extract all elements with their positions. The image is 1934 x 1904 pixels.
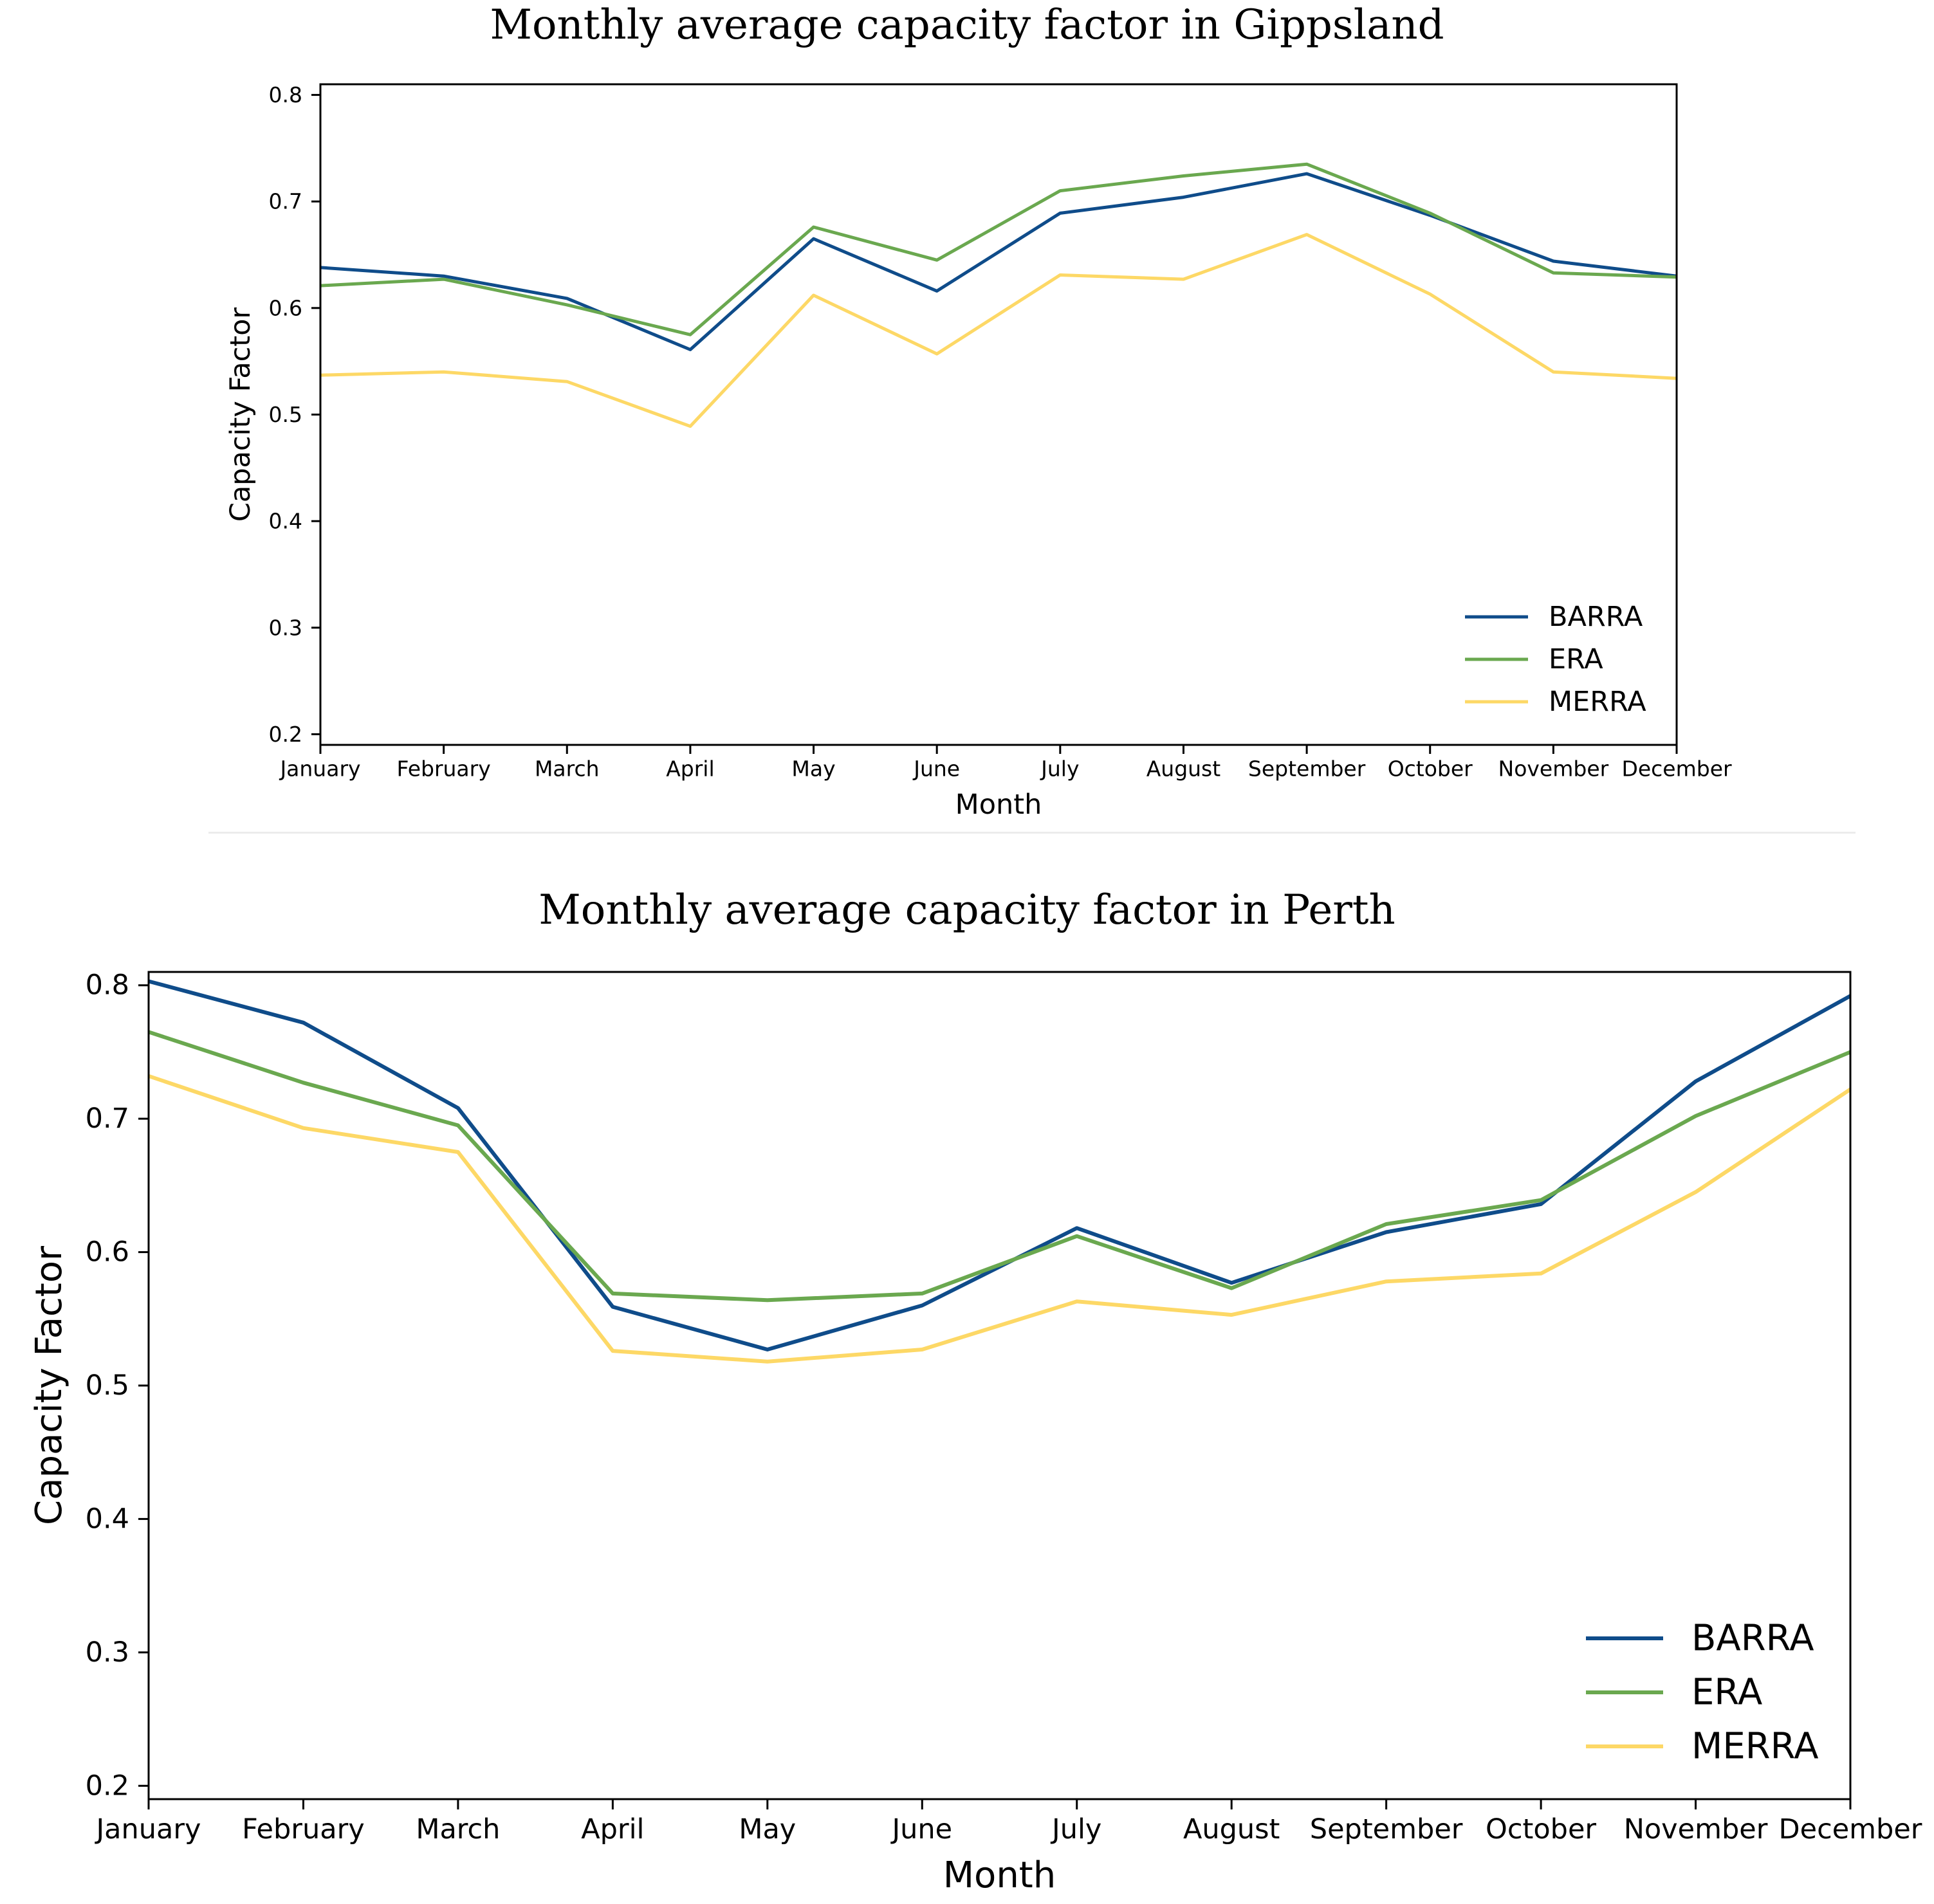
x-tick-label: February: [397, 756, 491, 782]
y-tick-label: 0.3: [86, 1636, 129, 1669]
plot-frame: [147, 971, 1852, 1800]
x-axis-label: Month: [955, 789, 1042, 821]
x-tick-label: December: [1779, 1813, 1922, 1845]
series-line-merra: [148, 1074, 1852, 1364]
x-tick-label: July: [1050, 1813, 1101, 1845]
y-tick-label: 0.4: [269, 509, 302, 534]
y-tick-label: 0.5: [269, 402, 302, 427]
y-tick-label: 0.7: [86, 1103, 129, 1135]
y-tick-label: 0.3: [269, 615, 302, 640]
series-line-era: [148, 1030, 1852, 1303]
x-tick-label: December: [1621, 756, 1732, 782]
y-tick-label: 0.2: [269, 722, 302, 747]
x-tick-label: July: [1040, 756, 1079, 782]
y-tick-label: 0.6: [86, 1236, 129, 1268]
y-tick-label: 0.4: [86, 1503, 129, 1535]
x-tick-label: April: [581, 1813, 644, 1845]
gippsland-chart: 0.2 0.3 0.4 0.5 0.6 0.7 0.8 January February Marc…: [225, 82, 1732, 821]
x-tick-label: March: [416, 1813, 500, 1845]
x-tick-label: April: [666, 756, 714, 782]
legend-label-merra: MERRA: [1549, 686, 1646, 718]
y-tick-label: 0.8: [269, 82, 302, 107]
perth-chart-title: Monthly average capacity factor in Perth: [539, 886, 1395, 934]
x-tick-label: August: [1147, 756, 1221, 782]
x-tick-label: June: [890, 1813, 952, 1845]
x-tick-label: June: [912, 756, 960, 782]
y-axis-label: Capacity Factor: [225, 307, 257, 522]
gippsland-chart-title: Monthly average capacity factor in Gipps…: [490, 1, 1444, 49]
series-line-barra: [148, 979, 1852, 1351]
series-line-era: [320, 162, 1677, 336]
x-tick-label: February: [242, 1813, 365, 1845]
x-tick-label: May: [739, 1813, 796, 1845]
x-tick-label: October: [1486, 1813, 1596, 1845]
x-tick-label: September: [1310, 1813, 1463, 1845]
legend-label-merra: MERRA: [1691, 1726, 1819, 1768]
x-tick-label: October: [1388, 756, 1473, 782]
legend-label-era: ERA: [1691, 1672, 1762, 1714]
x-axis-label: Month: [943, 1854, 1056, 1896]
x-tick-label: March: [535, 756, 600, 782]
series-line-merra: [320, 233, 1677, 428]
x-tick-label: November: [1498, 756, 1609, 782]
y-tick-label: 0.8: [86, 969, 129, 1002]
x-tick-label: November: [1624, 1813, 1768, 1845]
chart-divider: [208, 832, 1856, 834]
y-tick-label: 0.5: [86, 1369, 129, 1402]
legend-label-barra: BARRA: [1549, 601, 1643, 633]
y-tick-label: 0.6: [269, 295, 302, 320]
plot-frame: [319, 83, 1678, 746]
x-tick-label: May: [791, 756, 835, 782]
x-tick-label: January: [279, 756, 360, 782]
x-tick-label: January: [94, 1813, 201, 1845]
legend-label-barra: BARRA: [1691, 1618, 1814, 1660]
legend-label-era: ERA: [1549, 643, 1603, 675]
perth-chart: 0.2 0.3 0.4 0.5 0.6 0.7 0.8 January February Marc…: [28, 969, 1922, 1896]
x-tick-label: August: [1183, 1813, 1280, 1845]
y-tick-label: 0.2: [86, 1770, 129, 1802]
y-axis-label: Capacity Factor: [28, 1245, 70, 1525]
y-tick-label: 0.7: [269, 189, 302, 214]
x-tick-label: September: [1248, 756, 1366, 782]
